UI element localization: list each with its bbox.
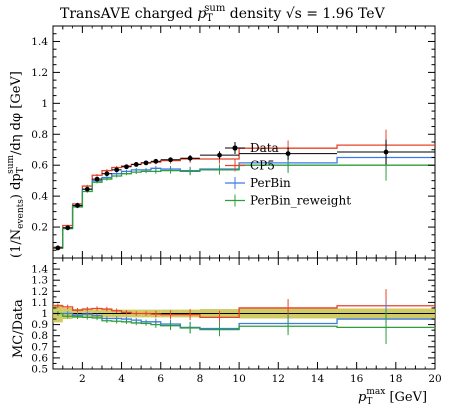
x-tick-label: 6 <box>157 373 164 385</box>
legend-label-cp5: CP5 <box>250 159 275 173</box>
y-tick-label-main: 0.6 <box>31 160 48 172</box>
main-series-group <box>53 129 435 251</box>
x-tick-label: 16 <box>350 373 364 385</box>
y-tick-label-ratio: 0.6 <box>31 352 48 364</box>
y-tick-label-ratio: 0.9 <box>31 319 48 331</box>
data-point <box>94 176 100 182</box>
axis-ticks <box>53 26 436 369</box>
data-point <box>133 162 139 167</box>
data-point <box>114 167 120 173</box>
y-axis-title-main: (1/Nevents) dpTsum/dη dφ [GeV] <box>6 71 26 258</box>
chart-title: TransAVE charged pTsum density √s = 1.96… <box>60 3 386 24</box>
data-point <box>55 245 61 251</box>
x-tick-label: 2 <box>79 373 86 385</box>
x-tick-label: 12 <box>272 373 285 385</box>
data-point <box>75 203 80 208</box>
data-point <box>143 160 149 166</box>
y-tick-label-main: 0.8 <box>31 129 48 141</box>
data-point <box>217 152 222 158</box>
y-tick-label-main: 1.2 <box>31 67 48 79</box>
x-tick-label: 10 <box>232 373 245 385</box>
y-tick-label-main: 0.4 <box>31 191 48 203</box>
y-tick-label-ratio: 0.5 <box>31 364 48 376</box>
data-point <box>383 149 389 155</box>
data-point <box>84 186 90 192</box>
ratio-perbin-line <box>53 312 435 330</box>
data-point <box>168 157 173 163</box>
x-tick-label: 8 <box>197 373 204 385</box>
y-tick-label-ratio: 1 <box>41 308 48 320</box>
y-tick-label-main: 1 <box>41 98 48 110</box>
y-tick-label-ratio: 1.4 <box>31 264 48 276</box>
legend-swatch-data <box>232 145 238 151</box>
data-point <box>65 225 71 231</box>
y-tick-label-ratio: 0.8 <box>31 330 48 342</box>
x-axis-title: pTmax [GeV] <box>358 387 427 407</box>
y-axis-title-ratio: MC/Data <box>11 299 26 358</box>
series-cp5-line <box>53 144 435 248</box>
x-tick-label: 4 <box>118 373 125 385</box>
legend-label-perbin-reweight: PerBin_reweight <box>250 194 351 208</box>
x-tick-label: 20 <box>428 373 441 385</box>
data-point <box>153 158 159 164</box>
x-tick-label: 14 <box>311 373 325 385</box>
legend: Data CP5 PerBin PerBin_reweight <box>225 141 351 208</box>
y-tick-label-main: 1.4 <box>31 36 48 48</box>
ratio-series-group <box>53 289 435 345</box>
x-tick-label: 18 <box>389 373 402 385</box>
data-point <box>187 155 193 161</box>
data-point <box>124 164 129 170</box>
data-point <box>104 171 110 177</box>
ratio-perbin-reweight-line <box>53 312 435 331</box>
y-tick-label-ratio: 1.1 <box>31 297 48 309</box>
y-tick-label-ratio: 1.2 <box>31 286 48 298</box>
main-panel-frame <box>52 25 436 259</box>
y-tick-label-ratio: 0.7 <box>31 341 48 353</box>
data-point <box>285 151 291 157</box>
legend-label-data: Data <box>250 141 279 155</box>
y-tick-label-main: 0.2 <box>31 222 48 234</box>
y-tick-label-ratio: 1.3 <box>31 275 48 287</box>
axis-tick-labels: 0.20.40.60.811.21.40.50.60.70.80.911.11.… <box>31 36 441 385</box>
legend-label-perbin: PerBin <box>250 176 291 190</box>
